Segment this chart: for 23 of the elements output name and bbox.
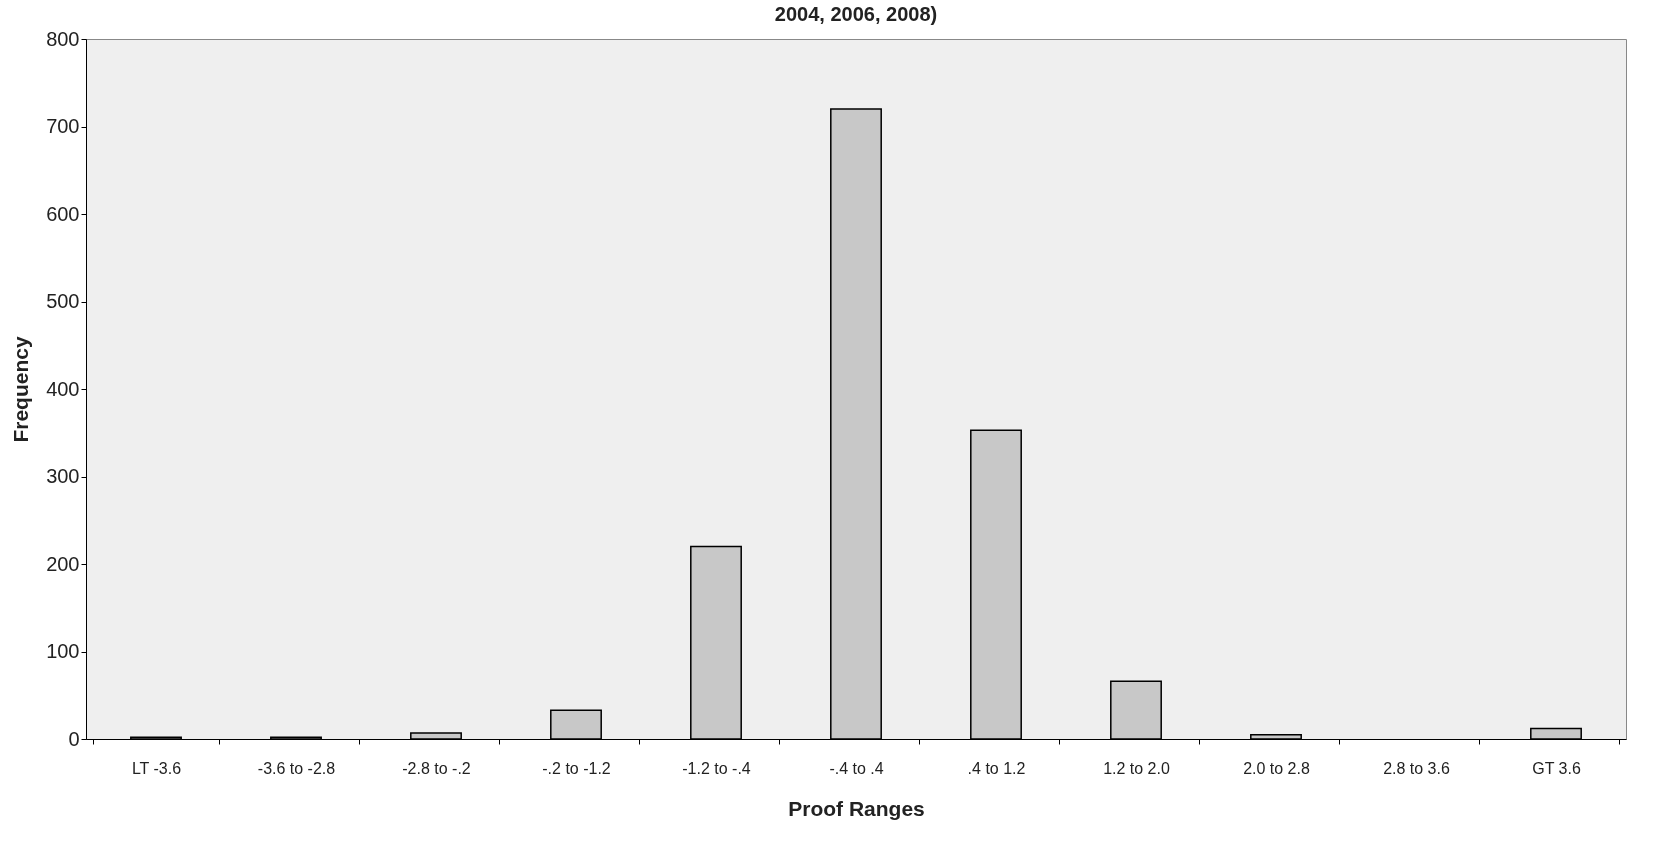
x-tick-label: -2.8 to -.2 xyxy=(402,759,471,777)
y-tick-label: 700 xyxy=(46,115,80,137)
x-tick-label: -.2 to -1.2 xyxy=(542,759,611,777)
x-tick-label: -3.6 to -2.8 xyxy=(257,759,336,777)
y-tick-label: 200 xyxy=(46,552,80,575)
y-tick-label: 800 xyxy=(46,27,80,50)
x-tick-label: -.4 to .4 xyxy=(829,759,884,777)
y-tick-label: 0 xyxy=(68,727,80,750)
x-tick-label: -1.2 to -.4 xyxy=(682,759,751,777)
y-tick-label: 300 xyxy=(46,465,80,487)
x-tick-label: 2.0 to 2.8 xyxy=(1243,759,1310,777)
y-axis-title: Frequency xyxy=(9,336,33,443)
x-tick-label: LT -3.6 xyxy=(131,759,182,777)
x-tick-label: 1.2 to 2.0 xyxy=(1103,759,1170,777)
y-tick-label: 500 xyxy=(46,290,80,312)
x-axis-title: Proof Ranges xyxy=(788,796,925,820)
y-tick-label: 400 xyxy=(46,377,80,400)
x-tick-label: 2.8 to 3.6 xyxy=(1383,759,1450,777)
y-tick-label: 600 xyxy=(46,202,80,225)
x-tick-label: .4 to 1.2 xyxy=(967,759,1026,777)
y-tick-label: 100 xyxy=(46,640,80,662)
x-tick-label: GT 3.6 xyxy=(1532,759,1581,777)
chart-title: 2004, 2006, 2008) xyxy=(774,3,938,25)
